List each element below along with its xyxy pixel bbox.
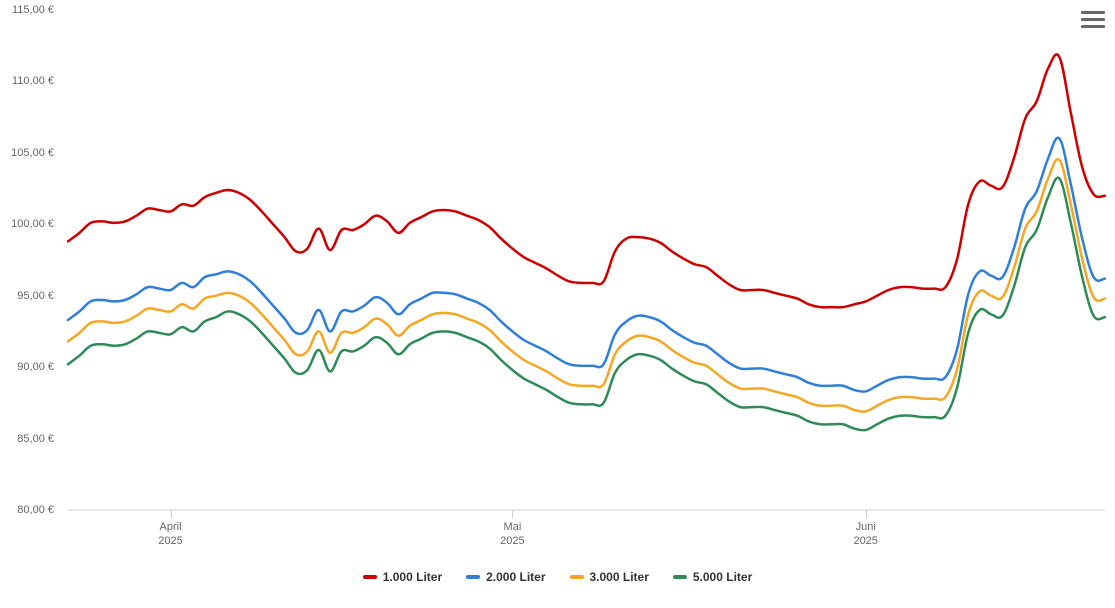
chart-svg: [68, 10, 1105, 510]
legend-label: 2.000 Liter: [486, 570, 545, 584]
x-tick-label: Juni2025: [853, 520, 877, 549]
y-tick-label: 100,00 €: [11, 218, 54, 230]
legend-swatch: [570, 575, 584, 579]
legend-item[interactable]: 5.000 Liter: [673, 570, 752, 584]
x-tick-year: 2025: [853, 534, 877, 548]
y-tick-label: 85,00 €: [17, 433, 54, 445]
x-tick-month: Juni: [853, 520, 877, 534]
x-tick: [171, 510, 172, 518]
legend-item[interactable]: 2.000 Liter: [466, 570, 545, 584]
x-tick-label: Mai2025: [500, 520, 524, 549]
plot-area: [68, 10, 1105, 510]
legend-item[interactable]: 1.000 Liter: [363, 570, 442, 584]
x-tick-label: April2025: [158, 520, 182, 549]
x-tick-month: Mai: [500, 520, 524, 534]
price-line-chart: 80,00 € 85,00 € 90,00 € 95,00 € 100,00 € 105,…: [0, 0, 1115, 608]
legend-item[interactable]: 3.000 Liter: [570, 570, 649, 584]
x-tick: [512, 510, 513, 518]
x-tick: [866, 510, 867, 518]
chart-legend: 1.000 Liter 2.000 Liter 3.000 Liter 5.000 L…: [0, 570, 1115, 584]
y-tick-label: 105,00 €: [11, 147, 54, 159]
x-tick-year: 2025: [158, 534, 182, 548]
legend-swatch: [363, 575, 377, 579]
legend-label: 1.000 Liter: [383, 570, 442, 584]
legend-label: 5.000 Liter: [693, 570, 752, 584]
y-axis: 80,00 € 85,00 € 90,00 € 95,00 € 100,00 € 105,…: [0, 0, 60, 608]
x-tick-month: April: [158, 520, 182, 534]
y-tick-label: 115,00 €: [12, 4, 54, 16]
legend-swatch: [466, 575, 480, 579]
series-line: [68, 138, 1105, 392]
y-tick-label: 110,00 €: [12, 75, 54, 87]
x-tick-year: 2025: [500, 534, 524, 548]
series-line: [68, 54, 1105, 307]
y-tick-label: 90,00 €: [17, 361, 54, 373]
y-tick-label: 80,00 €: [17, 504, 54, 516]
legend-label: 3.000 Liter: [590, 570, 649, 584]
y-tick-label: 95,00 €: [17, 290, 54, 302]
series-line: [68, 159, 1105, 412]
legend-swatch: [673, 575, 687, 579]
